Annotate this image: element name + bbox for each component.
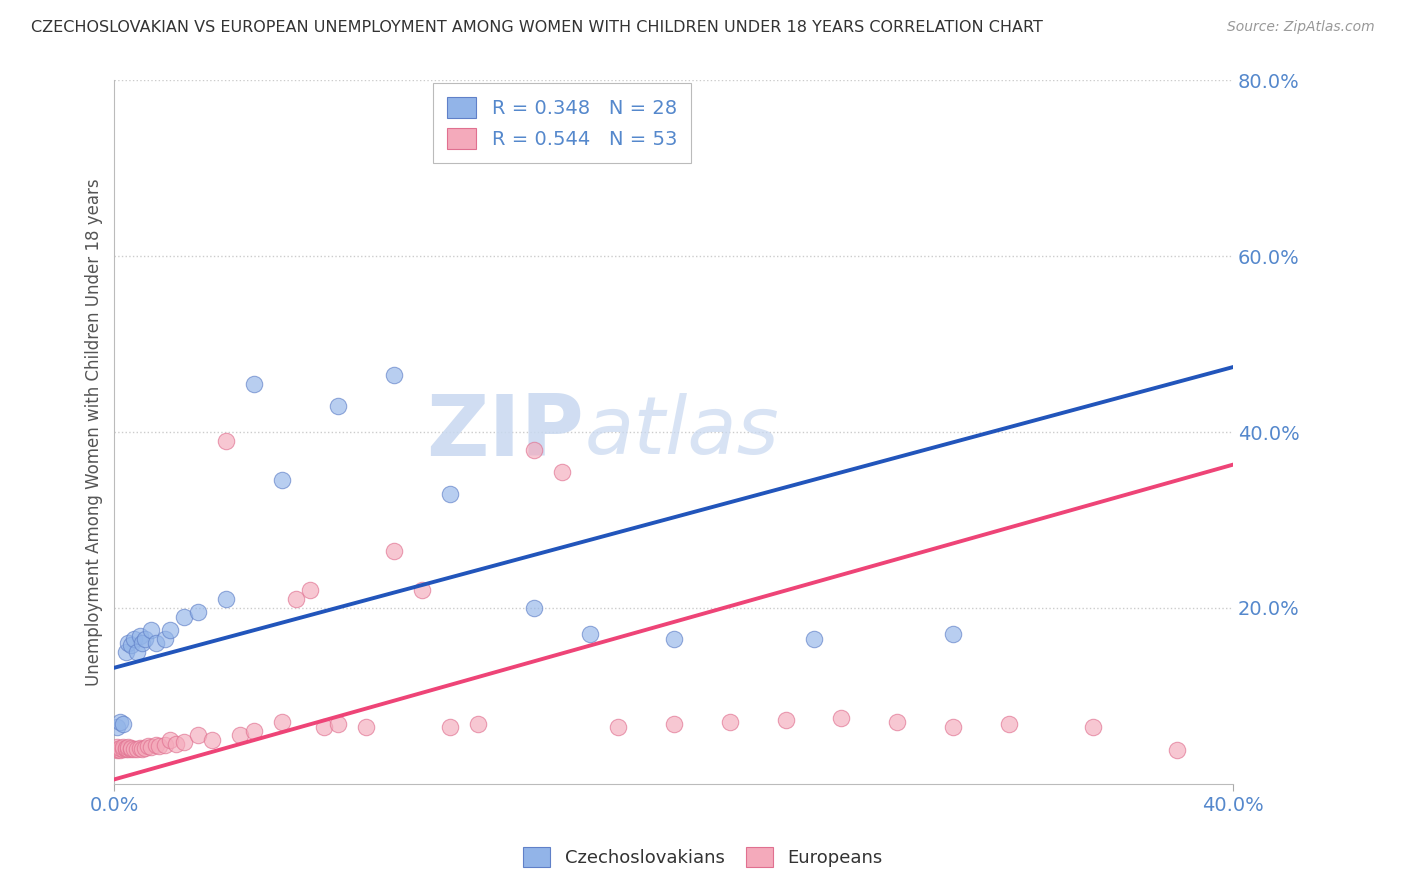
Point — [117, 742, 139, 756]
Point — [125, 741, 148, 756]
Point — [128, 629, 150, 643]
Point — [131, 636, 153, 650]
Point — [139, 739, 162, 754]
Point — [122, 741, 145, 756]
Point — [134, 740, 156, 755]
Text: CZECHOSLOVAKIAN VS EUROPEAN UNEMPLOYMENT AMONG WOMEN WITH CHILDREN UNDER 18 YEAR: CZECHOSLOVAKIAN VS EUROPEAN UNEMPLOYMENT… — [31, 20, 1043, 35]
Point — [942, 627, 965, 641]
Point — [105, 739, 128, 754]
Point — [243, 724, 266, 739]
Point — [159, 623, 181, 637]
Point — [326, 717, 349, 731]
Point — [215, 434, 238, 448]
Point — [145, 636, 167, 650]
Point — [662, 632, 685, 646]
Point — [285, 592, 308, 607]
Point — [117, 739, 139, 754]
Point — [117, 636, 139, 650]
Y-axis label: Unemployment Among Women with Children Under 18 years: Unemployment Among Women with Children U… — [86, 178, 103, 686]
Point — [411, 583, 433, 598]
Point — [165, 737, 187, 751]
Point — [187, 605, 209, 619]
Point — [122, 632, 145, 646]
Point — [145, 738, 167, 752]
Text: Source: ZipAtlas.com: Source: ZipAtlas.com — [1227, 20, 1375, 34]
Point — [1166, 743, 1188, 757]
Point — [108, 740, 131, 755]
Point — [105, 741, 128, 756]
Text: atlas: atlas — [585, 393, 779, 471]
Point — [382, 543, 405, 558]
Point — [886, 715, 908, 730]
Point — [831, 711, 853, 725]
Point — [382, 368, 405, 382]
Point — [718, 715, 741, 730]
Point — [243, 376, 266, 391]
Point — [111, 717, 134, 731]
Point — [998, 717, 1021, 731]
Point — [173, 734, 195, 748]
Point — [111, 739, 134, 754]
Point — [108, 715, 131, 730]
Point — [215, 592, 238, 607]
Point — [439, 486, 461, 500]
Point — [105, 720, 128, 734]
Point — [354, 720, 377, 734]
Point — [523, 442, 546, 457]
Point — [578, 627, 600, 641]
Point — [120, 638, 142, 652]
Legend: R = 0.348   N = 28, R = 0.544   N = 53: R = 0.348 N = 28, R = 0.544 N = 53 — [433, 83, 690, 162]
Point — [662, 717, 685, 731]
Point — [148, 739, 170, 753]
Point — [136, 739, 159, 753]
Point — [606, 720, 628, 734]
Point — [114, 741, 136, 756]
Point — [153, 632, 176, 646]
Legend: Czechoslovakians, Europeans: Czechoslovakians, Europeans — [516, 839, 890, 874]
Point — [439, 720, 461, 734]
Point — [299, 583, 322, 598]
Point — [314, 720, 336, 734]
Point — [271, 474, 294, 488]
Point — [467, 717, 489, 731]
Point — [1083, 720, 1105, 734]
Point — [271, 715, 294, 730]
Point — [120, 741, 142, 756]
Point — [108, 743, 131, 757]
Point — [125, 645, 148, 659]
Point — [942, 720, 965, 734]
Point — [128, 740, 150, 755]
Point — [187, 728, 209, 742]
Point — [326, 399, 349, 413]
Point — [173, 609, 195, 624]
Point — [131, 741, 153, 756]
Point — [153, 738, 176, 752]
Point — [120, 740, 142, 755]
Point — [134, 632, 156, 646]
Point — [803, 632, 825, 646]
Point — [551, 465, 574, 479]
Point — [229, 728, 252, 742]
Text: ZIP: ZIP — [426, 391, 585, 474]
Point — [159, 732, 181, 747]
Point — [523, 601, 546, 615]
Point — [139, 623, 162, 637]
Point — [105, 743, 128, 757]
Point — [111, 742, 134, 756]
Point — [114, 645, 136, 659]
Point — [114, 740, 136, 755]
Point — [201, 732, 224, 747]
Point — [775, 714, 797, 728]
